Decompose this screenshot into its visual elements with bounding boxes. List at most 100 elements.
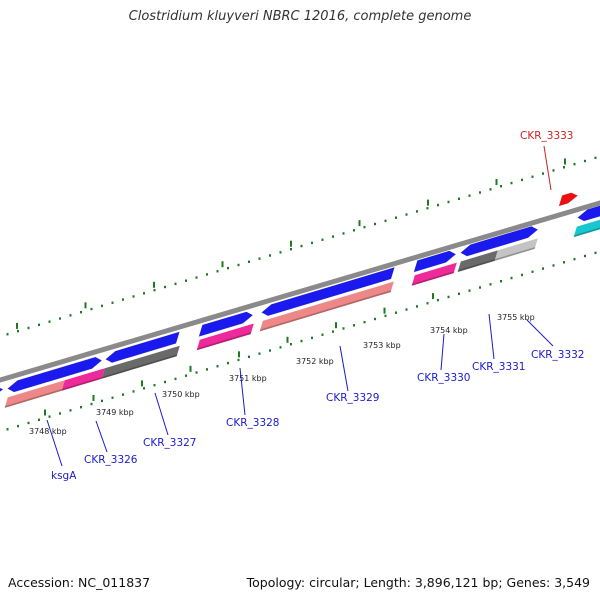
gene-label[interactable]: CKR_3329 [326, 392, 379, 404]
strand-dot [500, 280, 502, 283]
strand-dot [90, 402, 93, 406]
strand-dot [111, 396, 114, 399]
strand-dot [6, 333, 9, 336]
gene-label[interactable]: CKR_3326 [84, 454, 138, 466]
rna-feature[interactable] [101, 345, 180, 379]
gene-label[interactable]: CKR_3330 [417, 372, 470, 384]
rna-feature[interactable] [259, 281, 394, 332]
gene-feature[interactable] [577, 203, 600, 222]
gene-feature[interactable] [105, 331, 180, 363]
gene-label[interactable]: CKR_3328 [226, 417, 279, 429]
strand-dot [227, 361, 229, 365]
strand-dot [594, 251, 597, 255]
gene-feature[interactable] [7, 365, 66, 393]
strand-dot [573, 162, 576, 166]
genome-summary: Topology: circular; Length: 3,896,121 bp… [246, 575, 590, 590]
strand-dot [437, 203, 439, 207]
rna-feature[interactable] [573, 218, 600, 238]
strand-dot [90, 307, 93, 311]
strand-dot [573, 257, 576, 261]
strand-dot [38, 418, 40, 421]
gene-label[interactable]: CKR_3333 [520, 130, 573, 142]
strand-dot [584, 254, 586, 258]
strand-dot [132, 295, 135, 298]
rna-feature[interactable] [61, 368, 105, 391]
strand-dot [489, 283, 492, 286]
strand-dot [521, 178, 523, 182]
strand-dot [237, 263, 240, 267]
strand-dot [80, 406, 82, 409]
strand-dot [563, 261, 565, 264]
rna-feature[interactable] [457, 250, 498, 272]
strand-dot [510, 181, 513, 185]
strand-dot [416, 210, 418, 213]
feature-edge [573, 227, 600, 238]
rna-feature[interactable] [196, 323, 254, 351]
strand-dot [584, 159, 586, 163]
strand-dot [153, 288, 156, 292]
strand-dot [384, 314, 387, 318]
gene-label[interactable]: CKR_3331 [472, 361, 525, 373]
feature-edge [494, 246, 536, 261]
gene-feature[interactable] [413, 250, 457, 273]
genome-backbone [0, 200, 600, 383]
strand-dot [363, 320, 366, 324]
strand-dot [290, 343, 292, 346]
strand-dot [332, 235, 334, 238]
strand-dot [426, 302, 429, 305]
feature-edge [411, 271, 455, 286]
genome-title: Clostridium kluyveri NBRC 12016, complet… [128, 9, 472, 24]
strand-dot [153, 383, 156, 387]
gene-feature[interactable] [61, 356, 103, 379]
strand-dot [6, 428, 9, 431]
gene-leader-line [543, 145, 552, 191]
gene-feature[interactable] [460, 235, 500, 257]
strand-dot [48, 415, 51, 418]
gene-label[interactable]: ksgA [51, 470, 77, 482]
strand-dot [237, 358, 240, 362]
strand-dot [531, 270, 534, 273]
strand-dot [38, 323, 40, 326]
strand-dot [479, 191, 481, 194]
strand-dot [542, 172, 544, 175]
strand-dot [164, 285, 166, 289]
gene-feature[interactable] [495, 225, 539, 248]
strand-dot [342, 327, 345, 330]
strand-dot [395, 311, 397, 314]
gene-feature[interactable] [198, 311, 254, 337]
strand-dot [531, 175, 534, 178]
strand-dot [143, 387, 145, 390]
strand-dot [468, 194, 471, 197]
gene-feature[interactable] [261, 266, 395, 317]
strand-dot [69, 409, 72, 412]
strand-dot [195, 276, 198, 279]
strand-dot [353, 324, 355, 327]
strand-dot [185, 374, 187, 377]
gene-feature[interactable] [0, 387, 4, 399]
strand-dot [542, 267, 544, 270]
strand-dot [248, 260, 250, 263]
strand-dot [132, 390, 135, 393]
gene-feature[interactable] [558, 192, 579, 207]
strand-dot [216, 365, 219, 368]
feature-edge [101, 354, 178, 379]
strand-dot [405, 308, 408, 311]
strand-dot [353, 229, 355, 232]
strand-dot [269, 254, 271, 257]
strand-dot [395, 216, 397, 219]
rna-feature[interactable] [494, 238, 538, 261]
strand-dot [122, 393, 124, 396]
gene-label[interactable]: CKR_3332 [531, 349, 584, 361]
rna-feature[interactable] [4, 380, 65, 408]
gene-label[interactable]: CKR_3327 [143, 437, 196, 449]
gene-leader-line [440, 333, 445, 371]
strand-dot [479, 286, 481, 289]
strand-dot [489, 188, 492, 191]
gene-leader-line [239, 367, 246, 416]
strand-dot [447, 200, 450, 204]
gene-leader-line [46, 419, 63, 467]
rna-feature[interactable] [411, 262, 457, 286]
strand-dot [59, 317, 61, 320]
